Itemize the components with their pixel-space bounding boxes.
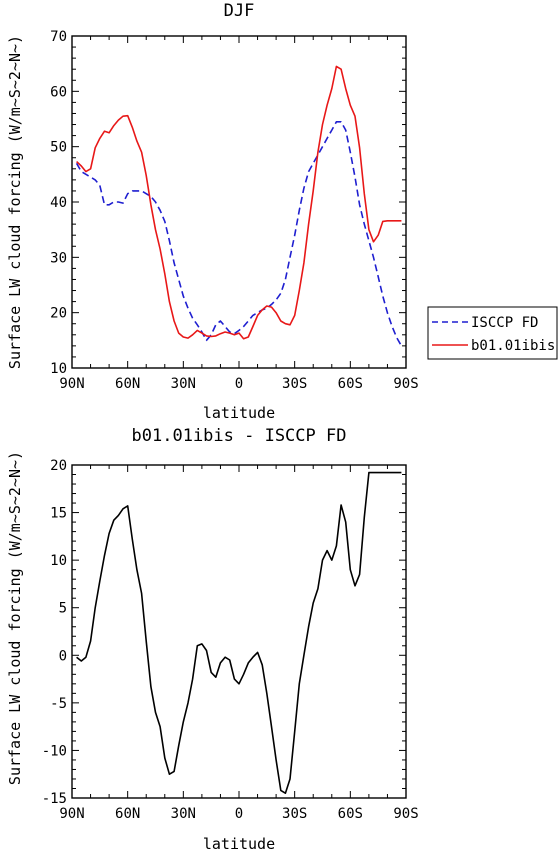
legend: ISCCP FD b01.01ibis bbox=[427, 306, 558, 360]
y-tick-label: 40 bbox=[50, 195, 67, 211]
x-tick-label: 60N bbox=[115, 806, 140, 822]
plot-frame-bottom bbox=[71, 464, 407, 799]
y-tick-label: 5 bbox=[59, 601, 67, 617]
y-tick-label: 20 bbox=[50, 458, 67, 474]
chart-panel-bottom: b01.01ibis - ISCCP FD latitude Surface L… bbox=[6, 426, 419, 851]
y-tick-label: -10 bbox=[42, 743, 67, 759]
x-tick-label: 30N bbox=[171, 376, 196, 392]
y-tick-label: -5 bbox=[50, 696, 67, 712]
legend-label-b01: b01.01ibis bbox=[471, 338, 555, 354]
series-line-isccp-fd bbox=[75, 121, 403, 347]
y-axis-label-bottom: Surface LW cloud forcing (W/m~S~2~N~) bbox=[6, 451, 24, 785]
x-tick-label: 90N bbox=[59, 376, 84, 392]
x-tick-label: 90N bbox=[59, 806, 84, 822]
y-axis-label-top: Surface LW cloud forcing (W/m~S~2~N~) bbox=[6, 35, 24, 369]
y-tick-label: 15 bbox=[50, 506, 67, 522]
x-tick-label: 60N bbox=[115, 376, 140, 392]
y-tick-label: 20 bbox=[50, 306, 67, 322]
plot-frame-top bbox=[71, 35, 407, 369]
x-axis-label-bottom: latitude bbox=[203, 835, 275, 851]
y-tick-label: 70 bbox=[50, 29, 67, 45]
y-tick-label: 10 bbox=[50, 553, 67, 569]
x-tick-label: 0 bbox=[235, 806, 243, 822]
x-tick-label: 90S bbox=[393, 806, 418, 822]
chart-title-bottom: b01.01ibis - ISCCP FD bbox=[132, 426, 347, 446]
x-tick-label: 60S bbox=[338, 376, 363, 392]
legend-label-isccp: ISCCP FD bbox=[471, 315, 538, 331]
legend-box bbox=[427, 306, 558, 360]
x-tick-label: 60S bbox=[338, 806, 363, 822]
x-tick-label: 30S bbox=[282, 376, 307, 392]
x-axis-label-top: latitude bbox=[203, 404, 275, 422]
x-tick-label: 90S bbox=[393, 376, 418, 392]
x-tick-label: 30S bbox=[282, 806, 307, 822]
x-tick-label: 0 bbox=[235, 376, 243, 392]
chart-title-top: DJF bbox=[224, 1, 255, 21]
series-line-b01-01ibis bbox=[76, 65, 402, 340]
y-tick-label: 10 bbox=[50, 361, 67, 377]
y-tick-label: -15 bbox=[42, 791, 67, 807]
y-tick-label: 60 bbox=[50, 84, 67, 100]
chart-panel-top: DJF latitude Surface LW cloud forcing (W… bbox=[6, 1, 419, 422]
y-tick-label: 30 bbox=[50, 250, 67, 266]
y-tick-label: 0 bbox=[59, 648, 67, 664]
x-tick-label: 30N bbox=[171, 806, 196, 822]
series-line-difference-0 bbox=[76, 471, 402, 795]
y-tick-label: 50 bbox=[50, 140, 67, 156]
